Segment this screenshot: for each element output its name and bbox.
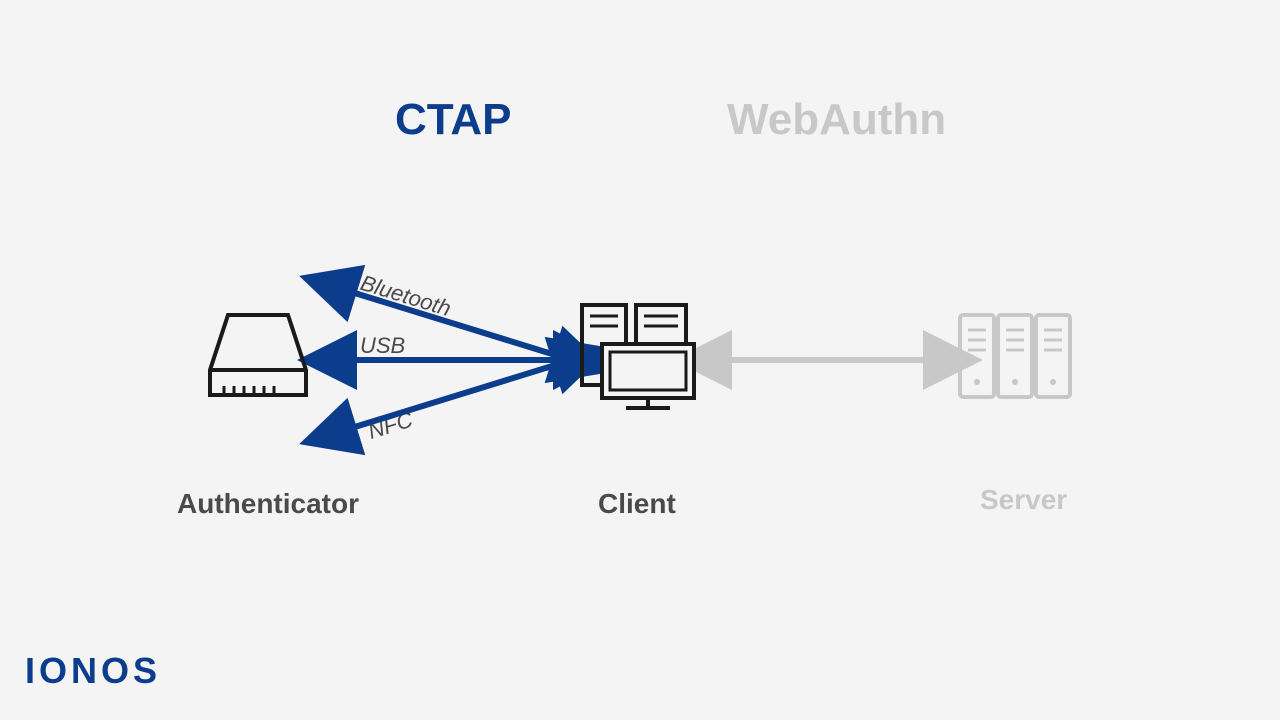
authenticator-icon <box>210 315 306 395</box>
diagram-svg <box>0 0 1280 720</box>
client-icon <box>582 305 694 408</box>
arrow-bluetooth <box>345 290 565 358</box>
server-icon <box>960 315 1070 397</box>
arrow-nfc <box>345 362 565 430</box>
